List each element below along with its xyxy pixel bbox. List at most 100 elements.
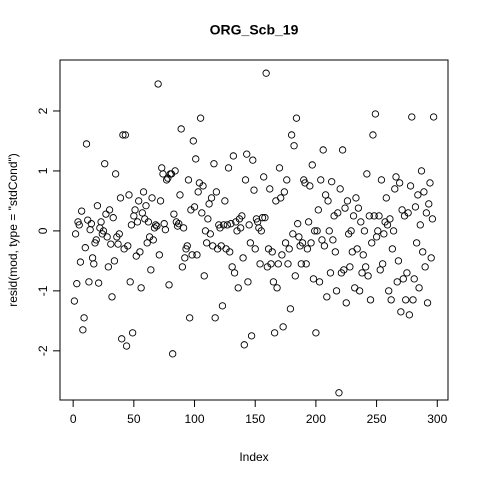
point <box>302 260 310 268</box>
y-axis-label: resid(mod, type = "stdCond") <box>6 153 20 307</box>
point <box>148 194 156 202</box>
point <box>218 302 227 310</box>
point <box>107 240 115 248</box>
point <box>135 197 143 205</box>
point <box>323 293 331 301</box>
y-tick-label: 0 <box>36 227 50 234</box>
point <box>269 278 278 286</box>
point <box>119 131 127 139</box>
point <box>238 212 246 220</box>
point <box>392 173 400 181</box>
point <box>294 220 302 228</box>
point <box>398 206 406 214</box>
point <box>164 174 172 182</box>
point <box>159 170 167 178</box>
point <box>279 323 287 331</box>
point <box>165 281 173 289</box>
point <box>221 197 229 205</box>
point <box>102 210 110 218</box>
x-tick-label: 0 <box>70 412 77 426</box>
point <box>228 263 236 271</box>
y-tick-label: 2 <box>36 107 50 114</box>
point <box>118 335 126 343</box>
point <box>397 308 405 316</box>
point <box>385 287 393 295</box>
point <box>346 263 354 271</box>
point <box>143 239 151 247</box>
point <box>212 188 221 196</box>
point <box>250 186 258 194</box>
point <box>268 248 276 256</box>
point <box>114 240 122 248</box>
plot-box <box>59 59 449 401</box>
point <box>138 209 146 217</box>
point <box>325 227 333 235</box>
point <box>306 182 314 190</box>
point <box>93 202 102 210</box>
point <box>137 284 145 292</box>
point <box>104 263 113 271</box>
point <box>285 245 293 253</box>
point <box>249 156 257 164</box>
point <box>425 200 433 208</box>
point <box>132 252 140 260</box>
point <box>244 278 252 286</box>
point <box>321 191 330 199</box>
point <box>422 209 430 217</box>
y-tick-label: 1 <box>36 167 50 174</box>
point <box>220 221 228 229</box>
point <box>144 218 153 226</box>
point <box>403 269 411 277</box>
point <box>194 188 202 196</box>
point <box>412 239 421 247</box>
point <box>192 155 200 163</box>
point <box>179 224 188 232</box>
point <box>355 287 364 295</box>
point <box>223 221 231 229</box>
point <box>359 251 367 259</box>
point <box>71 230 80 238</box>
point <box>256 260 264 268</box>
point <box>205 200 213 208</box>
x-tick-label: 250 <box>367 412 387 426</box>
point <box>257 227 265 235</box>
point <box>155 251 163 259</box>
point <box>147 266 155 274</box>
point <box>109 214 117 222</box>
point <box>175 220 183 228</box>
point <box>240 341 248 349</box>
point <box>128 329 137 337</box>
point <box>393 278 401 286</box>
point <box>243 150 251 158</box>
point <box>277 194 285 202</box>
point <box>99 227 108 235</box>
point <box>154 80 162 88</box>
point <box>162 176 171 184</box>
point <box>423 299 432 307</box>
point <box>370 212 378 220</box>
point <box>278 251 286 259</box>
point <box>324 197 332 205</box>
point <box>199 182 207 190</box>
point <box>80 314 88 322</box>
point <box>82 140 91 148</box>
point <box>283 176 291 184</box>
point <box>73 280 81 288</box>
point <box>241 176 250 184</box>
point <box>332 287 341 295</box>
point <box>377 176 386 184</box>
point <box>291 272 299 280</box>
point <box>190 203 199 211</box>
point <box>169 350 177 358</box>
point <box>395 179 404 187</box>
point <box>262 69 270 77</box>
point <box>236 224 245 232</box>
point <box>410 275 418 283</box>
point <box>340 266 348 274</box>
x-tick-label: 150 <box>245 412 265 426</box>
point <box>374 227 382 235</box>
point <box>275 164 284 172</box>
point <box>295 233 303 241</box>
point <box>284 260 292 268</box>
point <box>200 272 208 280</box>
